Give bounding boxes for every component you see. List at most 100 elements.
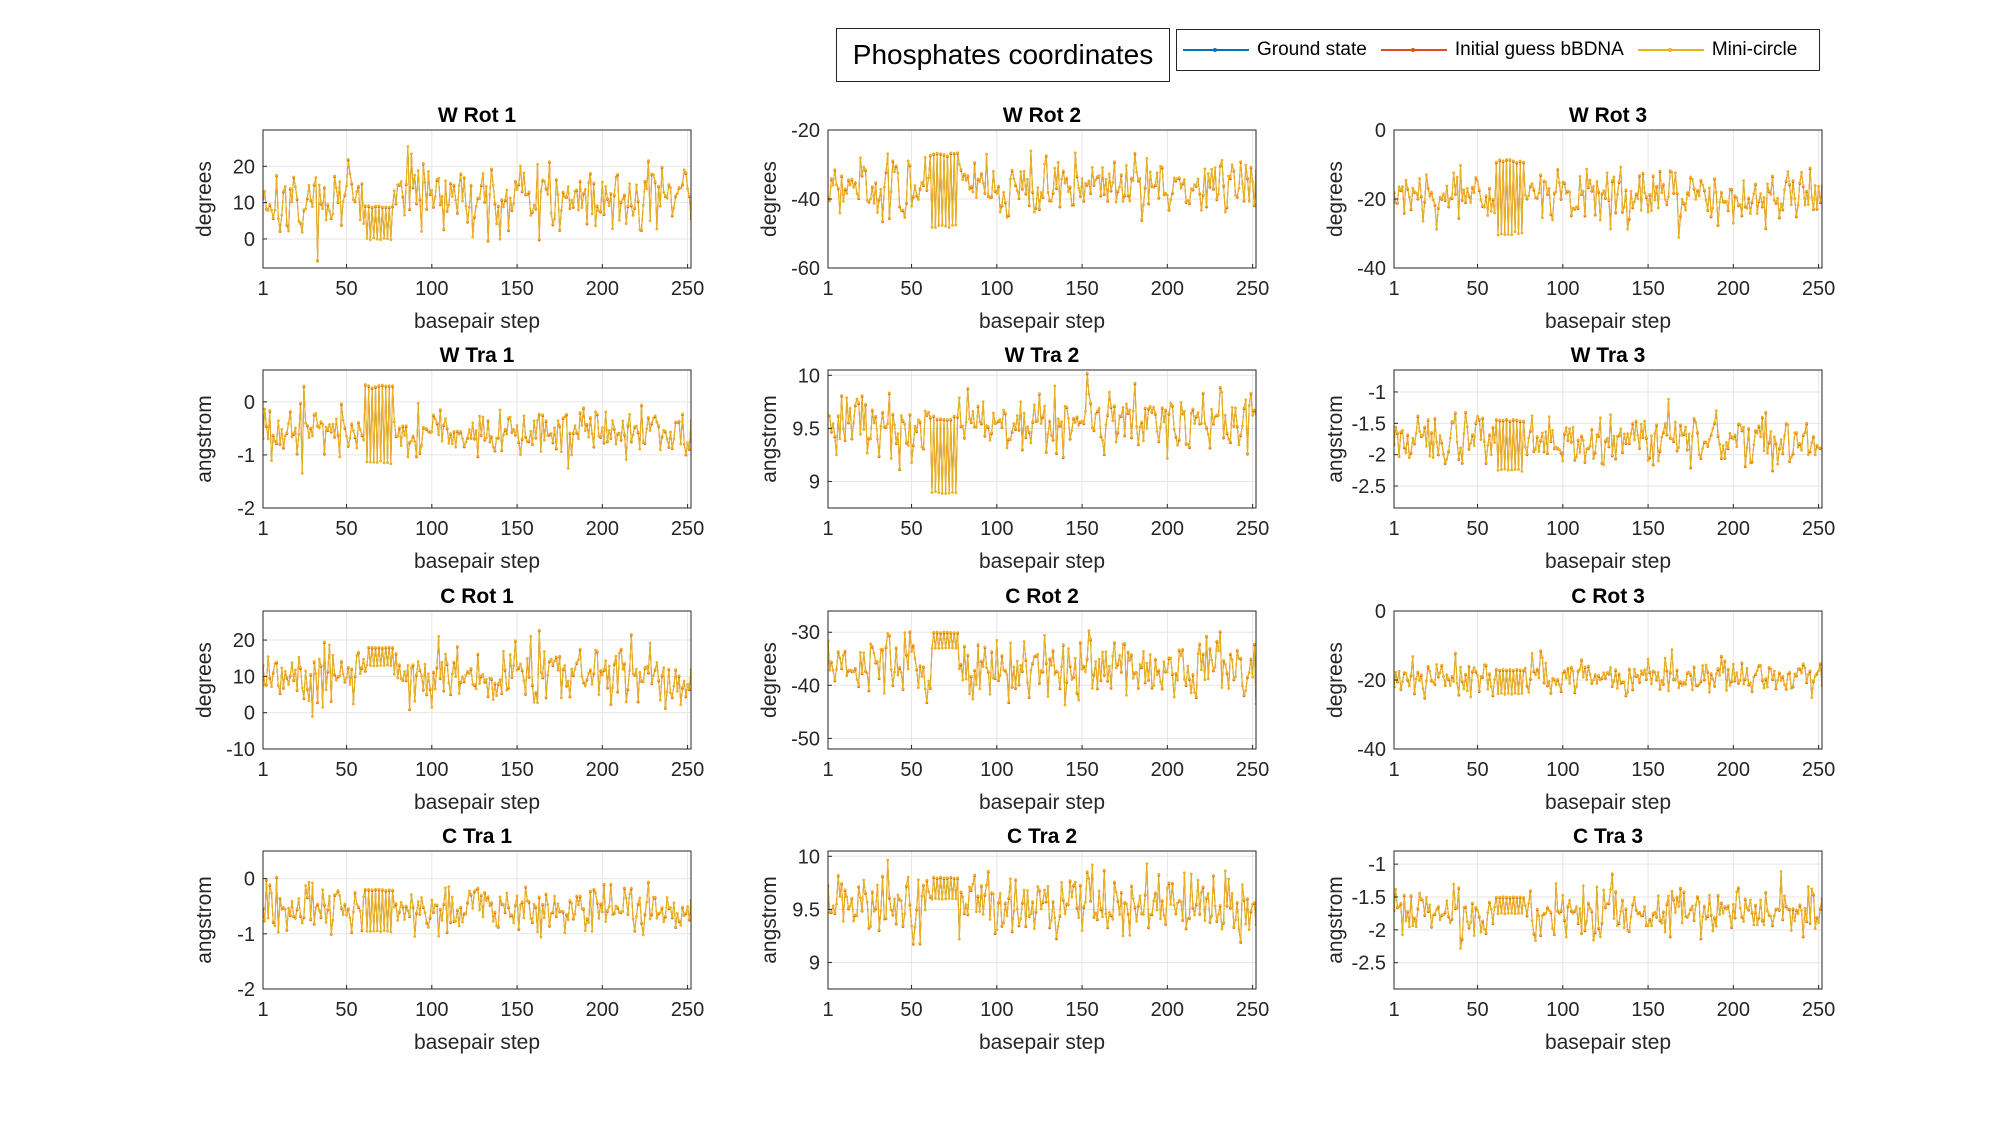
data-point-mini-circle xyxy=(687,687,691,691)
data-point-mini-circle xyxy=(1605,171,1609,175)
data-point-mini-circle xyxy=(454,919,458,923)
data-point-mini-circle xyxy=(1242,406,1246,410)
data-point-mini-circle xyxy=(297,656,301,659)
data-point-mini-circle xyxy=(1813,674,1817,678)
data-point-mini-circle xyxy=(660,673,664,677)
data-point-mini-circle xyxy=(1022,640,1026,643)
data-point-mini-circle xyxy=(629,632,633,636)
data-point-mini-circle xyxy=(677,419,681,423)
data-point-mini-circle xyxy=(1735,445,1739,449)
data-point-mini-circle xyxy=(358,672,362,675)
x-axis-label: basepair step xyxy=(979,1031,1105,1054)
data-point-mini-circle xyxy=(302,384,306,388)
data-point-mini-circle xyxy=(1431,198,1435,202)
data-point-mini-circle xyxy=(1658,687,1662,690)
data-point-mini-circle xyxy=(1136,442,1140,446)
x-tick-label: 1 xyxy=(257,518,268,540)
data-point-mini-circle xyxy=(534,691,538,694)
data-point-mini-circle xyxy=(1104,650,1108,654)
data-point-mini-circle xyxy=(1518,668,1522,672)
data-point-mini-circle xyxy=(1675,895,1679,899)
data-point-mini-circle xyxy=(558,424,562,428)
data-point-mini-circle xyxy=(1433,682,1437,686)
data-point-mini-circle xyxy=(459,172,463,175)
legend-item-ground-state: Ground state xyxy=(1183,39,1367,61)
data-point-mini-circle xyxy=(876,437,879,441)
data-point-mini-circle xyxy=(1414,925,1418,929)
data-point-mini-circle xyxy=(1060,177,1064,181)
data-point-mini-circle xyxy=(1764,226,1768,230)
data-point-mini-circle xyxy=(1552,932,1556,936)
data-point-mini-circle xyxy=(1459,946,1462,950)
data-point-mini-circle xyxy=(345,184,348,188)
data-point-mini-circle xyxy=(624,700,628,704)
data-point-mini-circle xyxy=(992,169,995,173)
data-point-mini-circle xyxy=(1786,423,1790,427)
data-point-mini-circle xyxy=(1240,684,1244,688)
data-point-mini-circle xyxy=(1692,665,1696,669)
data-point-mini-circle xyxy=(1597,674,1601,677)
data-point-mini-circle xyxy=(857,684,861,688)
data-point-mini-circle xyxy=(1058,424,1062,427)
data-point-mini-circle xyxy=(1489,907,1493,911)
data-point-mini-circle xyxy=(662,666,666,670)
data-point-mini-circle xyxy=(1489,209,1493,213)
data-point-mini-circle xyxy=(529,213,533,217)
y-axis-label: angstrom xyxy=(193,876,216,964)
data-point-mini-circle xyxy=(621,197,625,201)
x-tick-label: 150 xyxy=(1631,999,1664,1021)
data-point-mini-circle xyxy=(599,902,603,906)
data-point-mini-circle xyxy=(1750,910,1754,914)
data-point-mini-circle xyxy=(646,670,650,674)
data-point-mini-circle xyxy=(1457,692,1461,696)
data-point-mini-circle xyxy=(1806,673,1810,676)
data-point-mini-circle xyxy=(1455,440,1459,444)
data-point-mini-circle xyxy=(292,175,296,179)
data-point-mini-circle xyxy=(404,904,408,908)
data-point-mini-circle xyxy=(592,444,596,448)
data-point-mini-circle xyxy=(1107,390,1111,394)
data-point-mini-circle xyxy=(855,397,859,401)
data-point-mini-circle xyxy=(1414,431,1418,435)
data-point-mini-circle xyxy=(865,900,869,904)
data-point-mini-circle xyxy=(420,229,423,233)
data-point-mini-circle xyxy=(1181,181,1185,185)
data-point-mini-circle xyxy=(1407,456,1411,460)
data-point-mini-circle xyxy=(1038,392,1041,396)
data-point-mini-circle xyxy=(626,204,630,208)
data-point-mini-circle xyxy=(575,188,579,192)
data-point-mini-circle xyxy=(1534,448,1537,451)
data-point-mini-circle xyxy=(1728,431,1732,435)
data-point-mini-circle xyxy=(283,907,287,911)
data-point-mini-circle xyxy=(1600,192,1604,195)
data-point-mini-circle xyxy=(640,228,643,232)
data-point-mini-circle xyxy=(1448,436,1452,440)
data-point-mini-circle xyxy=(682,443,686,446)
data-point-mini-circle xyxy=(1205,425,1208,429)
data-point-mini-circle xyxy=(517,927,521,931)
data-point-mini-circle xyxy=(461,675,464,679)
data-point-mini-circle xyxy=(1240,182,1244,186)
data-point-mini-circle xyxy=(413,173,417,177)
data-point-mini-circle xyxy=(1684,208,1687,212)
data-point-mini-circle xyxy=(1465,920,1469,923)
data-point-mini-circle xyxy=(1172,695,1176,699)
data-point-mini-circle xyxy=(1733,194,1737,198)
data-point-mini-circle xyxy=(664,914,667,918)
data-point-mini-circle xyxy=(474,205,478,208)
data-point-mini-circle xyxy=(1423,695,1427,699)
x-tick-label: 100 xyxy=(1546,278,1579,300)
data-point-mini-circle xyxy=(1193,690,1197,694)
data-point-mini-circle xyxy=(1730,435,1734,439)
data-point-mini-circle xyxy=(1118,185,1121,189)
data-point-mini-circle xyxy=(287,421,290,425)
data-point-mini-circle xyxy=(1742,179,1745,183)
data-point-mini-circle xyxy=(474,429,478,432)
data-point-mini-circle xyxy=(1019,663,1023,667)
data-point-mini-circle xyxy=(1148,405,1152,408)
data-point-mini-circle xyxy=(867,688,871,692)
data-point-mini-circle xyxy=(1648,917,1652,921)
data-point-mini-circle xyxy=(1544,912,1548,915)
data-point-mini-circle xyxy=(500,448,504,452)
